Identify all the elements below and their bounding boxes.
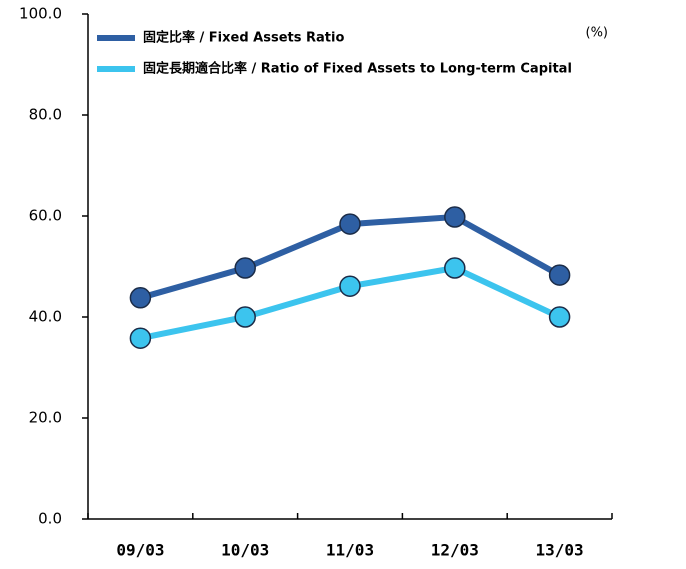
- x-tick-label: 09/03: [116, 541, 164, 560]
- point-marker: [129, 287, 152, 309]
- point-marker: [339, 275, 361, 297]
- y-tick-label: 80.0: [29, 106, 62, 124]
- x-tick-label: 13/03: [536, 541, 584, 560]
- point-marker: [548, 306, 571, 328]
- point-marker: [548, 264, 571, 286]
- point-marker: [444, 257, 466, 279]
- y-tick-label: 40.0: [29, 308, 62, 326]
- point-marker: [234, 306, 256, 328]
- x-tick-label: 12/03: [431, 541, 479, 560]
- x-tick-label: 10/03: [221, 541, 269, 560]
- y-tick-label: 100.0: [19, 5, 62, 23]
- y-tick-label: 0.0: [38, 510, 62, 528]
- point-marker: [444, 206, 466, 228]
- y-tick-label: 20.0: [29, 409, 62, 427]
- unit-annotation: (%): [586, 26, 609, 41]
- legend-label: 固定長期適合比率 / Ratio of Fixed Assets to Long…: [143, 61, 572, 77]
- point-marker: [234, 257, 256, 279]
- x-tick-label: 11/03: [326, 541, 374, 560]
- legend-label: 固定比率 / Fixed Assets Ratio: [143, 30, 344, 46]
- point-marker: [129, 327, 152, 349]
- point-marker: [339, 213, 361, 235]
- y-tick-label: 60.0: [29, 207, 62, 225]
